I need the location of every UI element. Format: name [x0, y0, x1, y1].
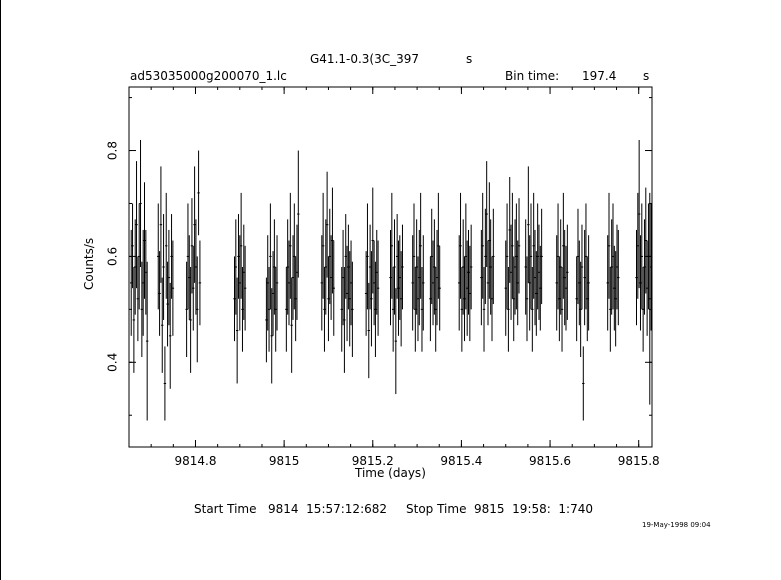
- start-time-label: Start Time: [194, 502, 257, 516]
- bin-time-value: 197.4: [582, 69, 617, 83]
- tick-layer: 9814.8 9815 9815.2 9815.4 9815.6 9815.8 0.4 0.6…: [106, 87, 660, 468]
- x-tick-label: 9815.2: [352, 454, 394, 468]
- filename-label: ad53035000g200070_1.lc: [130, 69, 287, 83]
- bin-time-unit: s: [643, 69, 650, 83]
- y-axis-label: Counts/s: [82, 237, 96, 290]
- data-layer: [130, 139, 653, 421]
- left-border-line: [0, 0, 1, 580]
- plot-frame: [128, 86, 653, 448]
- x-tick-label: 9815: [269, 454, 300, 468]
- y-tick-label: 0.8: [106, 141, 120, 160]
- chart-title: G41.1-0.3(3C_397: [310, 52, 420, 66]
- x-tick-label: 9815.4: [440, 454, 482, 468]
- x-tick-label: 9814.8: [174, 454, 216, 468]
- start-time-value: 9814 15:57:12:682: [268, 502, 388, 516]
- x-tick-label: 9815.8: [618, 454, 660, 468]
- x-axis-label: Time (days): [355, 466, 426, 480]
- stop-time-label: Stop Time: [406, 502, 467, 516]
- title-suffix: s: [466, 52, 473, 66]
- date-stamp: 19-May-1998 09:04: [642, 521, 711, 529]
- y-tick-label: 0.6: [106, 247, 120, 266]
- stop-time-value: 9815 19:58: 1:740: [474, 502, 594, 516]
- y-tick-label: 0.4: [106, 353, 120, 372]
- bin-time-label: Bin time:: [505, 69, 560, 83]
- x-tick-label: 9815.6: [529, 454, 571, 468]
